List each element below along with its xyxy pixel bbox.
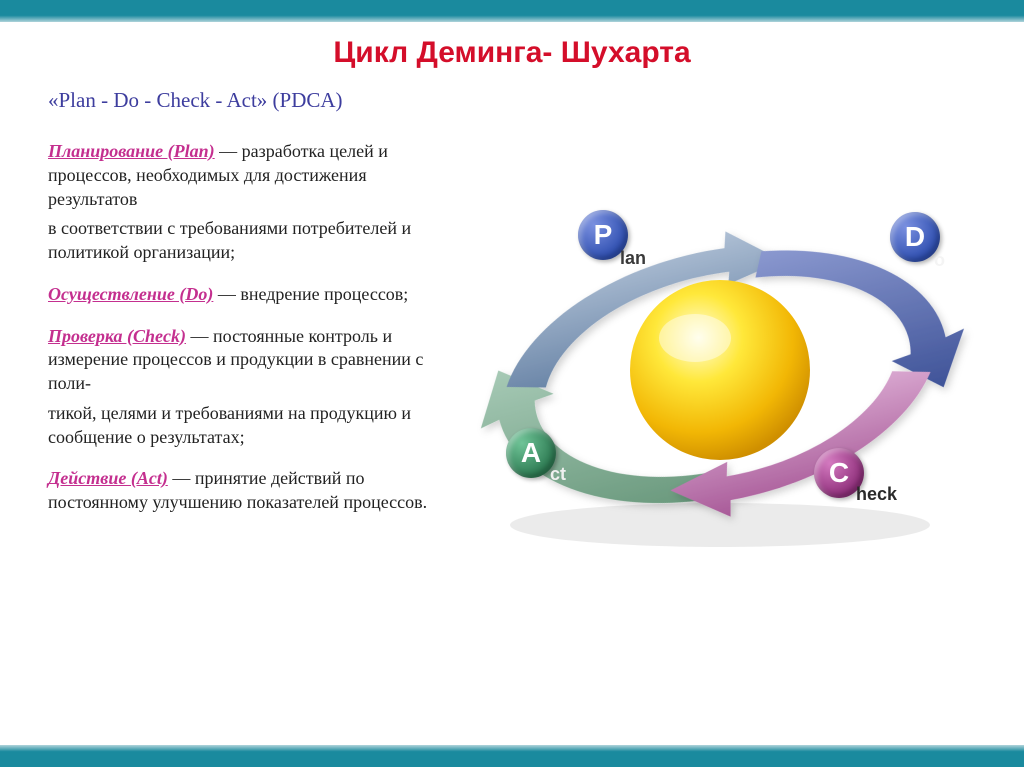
badge-do: D	[890, 212, 940, 262]
definitions-column: Планирование (Plan) — разработка целей и…	[48, 140, 428, 521]
badge-check-label: heck	[856, 484, 897, 505]
sphere-highlight	[659, 314, 731, 362]
def-check: Проверка (Check) — постоянные контроль и…	[48, 325, 428, 396]
subtitle: «Plan - Do - Check - Act» (PDCA)	[48, 88, 343, 113]
badge-act: A	[506, 428, 556, 478]
def-do: Осуществление (Do) — внедрение процессов…	[48, 283, 428, 307]
def-act: Действие (Act) — принятие действий по по…	[48, 467, 428, 515]
def-check-cont: тикой, целями и требованиями на продукци…	[48, 402, 428, 450]
pdca-diagram: P lan D o C heck A ct	[440, 170, 1000, 570]
badge-plan-label: lan	[620, 248, 646, 269]
def-plan-cont: в соответствии с требованиями потребител…	[48, 217, 428, 265]
center-sphere	[630, 280, 810, 460]
term-check: Проверка (Check)	[48, 326, 186, 346]
top-decor-band	[0, 0, 1024, 22]
def-plan: Планирование (Plan) — разработка целей и…	[48, 140, 428, 211]
term-act: Действие (Act)	[48, 468, 168, 488]
badge-act-label: ct	[550, 464, 566, 485]
page-title: Цикл Деминга- Шухарта	[0, 36, 1024, 70]
bottom-decor-band	[0, 745, 1024, 767]
term-plan: Планирование (Plan)	[48, 141, 215, 161]
badge-do-label: o	[934, 250, 945, 271]
term-do: Осуществление (Do)	[48, 284, 213, 304]
